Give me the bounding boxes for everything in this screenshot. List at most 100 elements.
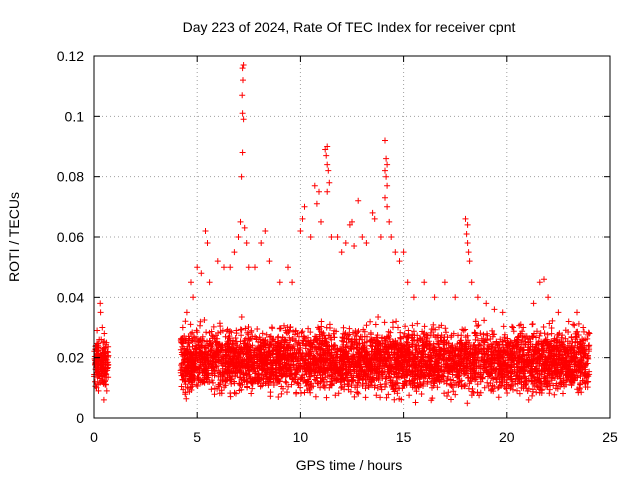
data-point	[537, 357, 544, 364]
data-point	[298, 353, 305, 360]
data-point	[452, 294, 459, 301]
data-point	[434, 374, 441, 381]
data-point	[243, 240, 250, 246]
data-point	[549, 361, 556, 368]
data-point	[383, 155, 390, 162]
data-point	[535, 340, 542, 347]
data-point	[245, 353, 252, 360]
data-point	[510, 386, 516, 393]
data-point	[440, 341, 447, 348]
data-point	[373, 392, 380, 399]
data-point	[237, 354, 244, 361]
data-point	[332, 359, 338, 366]
data-point	[209, 352, 216, 359]
data-point	[442, 325, 449, 332]
data-point	[409, 369, 416, 376]
data-point	[229, 341, 236, 348]
data-point	[211, 391, 218, 398]
data-point	[372, 367, 379, 374]
data-point	[470, 390, 477, 396]
data-point	[458, 383, 465, 390]
data-point	[479, 337, 486, 344]
data-point	[557, 383, 564, 390]
x-tick-label: 20	[499, 429, 515, 445]
data-point	[418, 362, 425, 369]
data-point	[397, 362, 404, 369]
data-point	[307, 234, 314, 240]
data-point	[510, 328, 517, 335]
data-point	[580, 324, 587, 331]
data-point	[457, 360, 464, 367]
data-point	[272, 375, 279, 382]
data-point	[288, 381, 295, 388]
data-point	[541, 365, 548, 372]
data-point	[237, 374, 244, 381]
data-point	[534, 328, 540, 335]
y-tick-label: 0.04	[57, 289, 84, 305]
data-point	[312, 368, 319, 375]
data-point	[428, 365, 435, 372]
data-point	[189, 363, 196, 370]
data-point	[556, 330, 563, 337]
data-point	[323, 343, 329, 350]
data-point	[475, 350, 482, 357]
data-point	[193, 346, 200, 353]
data-point	[406, 344, 413, 351]
data-point	[290, 358, 297, 365]
data-point	[362, 394, 369, 401]
data-point	[197, 359, 204, 366]
data-point	[514, 387, 520, 394]
data-point	[307, 373, 314, 380]
data-point	[550, 343, 557, 350]
data-point	[274, 379, 281, 386]
data-point	[414, 320, 421, 327]
data-point	[585, 348, 592, 355]
data-point	[243, 371, 250, 378]
data-point	[335, 390, 342, 397]
data-point	[238, 173, 245, 180]
data-point	[382, 337, 389, 344]
data-point	[495, 385, 501, 392]
data-point	[298, 390, 304, 397]
data-point	[568, 370, 575, 377]
data-point	[554, 339, 561, 346]
data-point	[315, 380, 322, 387]
data-point	[489, 370, 496, 377]
data-point	[465, 249, 472, 256]
data-point	[188, 387, 195, 393]
data-point	[406, 392, 413, 399]
data-point	[252, 264, 258, 271]
data-point	[528, 377, 535, 384]
data-point	[505, 372, 512, 379]
data-point	[567, 373, 574, 380]
data-point	[426, 338, 433, 345]
data-point	[563, 354, 570, 361]
data-point	[505, 368, 512, 375]
data-point	[414, 379, 421, 386]
data-point	[586, 371, 593, 378]
data-point	[455, 379, 462, 386]
data-point	[291, 347, 298, 354]
data-point	[187, 364, 194, 371]
data-point	[521, 378, 528, 385]
data-point	[499, 353, 506, 360]
data-point	[303, 364, 310, 370]
data-point	[438, 332, 445, 339]
data-point	[413, 388, 420, 395]
data-point	[577, 341, 583, 348]
data-point	[209, 341, 216, 348]
data-point	[302, 379, 309, 386]
data-point	[314, 360, 321, 367]
data-point	[367, 382, 374, 389]
data-point	[311, 182, 318, 189]
data-point	[419, 356, 425, 363]
data-point	[385, 373, 392, 380]
data-point	[429, 395, 436, 402]
data-point	[340, 354, 347, 361]
data-point	[96, 336, 103, 343]
data-point	[312, 393, 319, 400]
data-point	[503, 379, 510, 386]
data-point	[349, 218, 355, 225]
data-point	[241, 224, 248, 231]
data-point	[275, 339, 282, 346]
